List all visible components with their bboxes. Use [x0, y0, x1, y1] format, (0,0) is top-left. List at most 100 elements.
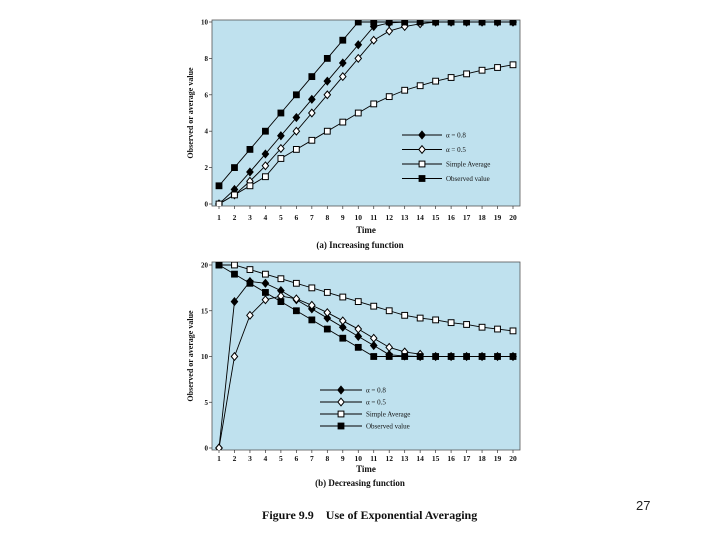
x-tick-label: 7	[310, 454, 314, 463]
x-tick-label: 17	[463, 213, 471, 222]
x-tick-label: 2	[233, 454, 237, 463]
y-tick-label: 10	[201, 353, 209, 361]
data-point	[370, 353, 378, 360]
x-tick-label: 6	[294, 454, 298, 463]
data-point	[478, 66, 486, 74]
data-point	[370, 100, 378, 108]
x-tick-label: 15	[432, 454, 440, 463]
data-point	[308, 73, 316, 80]
data-point	[354, 20, 362, 26]
data-point	[354, 109, 362, 117]
data-point	[339, 36, 347, 44]
data-point	[246, 279, 254, 287]
data-point	[354, 53, 363, 63]
x-tick-label: 5	[279, 213, 283, 222]
x-tick-label: 3	[248, 454, 252, 463]
page-number: 27	[636, 498, 651, 513]
data-point	[246, 266, 254, 273]
data-point	[369, 35, 378, 45]
data-point	[385, 26, 394, 36]
data-point	[308, 284, 316, 292]
data-point	[308, 316, 316, 324]
data-point	[323, 313, 332, 323]
x-tick-label: 14	[416, 213, 424, 222]
data-point	[478, 323, 486, 331]
data-point	[246, 310, 254, 320]
data-point	[494, 325, 501, 333]
data-point	[509, 327, 517, 335]
data-point	[354, 298, 362, 306]
data-point	[338, 72, 347, 82]
x-axis-label: Time	[356, 225, 376, 235]
data-point	[416, 20, 424, 26]
legend-marker	[418, 175, 426, 182]
legend-marker	[418, 144, 426, 155]
data-point	[323, 90, 332, 100]
figure-label: Figure 9.9	[262, 508, 314, 522]
x-tick-label: 11	[370, 213, 377, 222]
data-point	[494, 353, 501, 360]
legend-label: Observed value	[446, 175, 490, 183]
data-point	[385, 342, 394, 352]
x-tick-label: 14	[416, 454, 424, 463]
data-point	[447, 20, 455, 26]
data-point	[369, 333, 378, 343]
legend-label: α = 0.8	[366, 387, 386, 395]
x-tick-label: 9	[341, 454, 345, 463]
data-point	[292, 112, 301, 123]
x-tick-label: 12	[385, 213, 393, 222]
data-point	[494, 20, 501, 26]
y-tick-label: 15	[201, 307, 209, 315]
data-point	[385, 353, 393, 360]
data-point	[339, 118, 347, 126]
data-point	[277, 131, 285, 141]
x-tick-label: 10	[355, 213, 363, 222]
data-point	[401, 311, 409, 319]
data-point	[339, 293, 347, 301]
legend-label: Simple Average	[446, 161, 490, 169]
data-point	[370, 20, 378, 26]
x-tick-label: 17	[463, 454, 471, 463]
data-point	[401, 353, 409, 360]
data-point	[246, 182, 254, 190]
data-point	[277, 155, 285, 162]
data-point	[338, 316, 347, 326]
data-point	[401, 86, 409, 94]
y-axis-label: Observed or average value	[186, 67, 195, 159]
data-point	[323, 308, 332, 318]
x-axis-label: Time	[356, 464, 376, 474]
series-group	[215, 262, 517, 450]
data-point	[231, 191, 238, 199]
data-point	[277, 143, 285, 154]
data-point	[354, 40, 363, 50]
data-point	[308, 136, 316, 144]
legend-marker	[418, 160, 426, 168]
y-tick-label: 4	[205, 128, 209, 136]
legend-marker	[337, 422, 345, 430]
x-tick-label: 16	[447, 454, 455, 463]
x-tick-label: 19	[494, 213, 502, 222]
data-point	[230, 351, 239, 362]
x-tick-label: 12	[385, 454, 393, 463]
data-point	[323, 76, 332, 86]
data-point	[215, 443, 223, 450]
data-point	[292, 307, 300, 315]
data-point	[478, 353, 486, 360]
x-tick-label: 2	[233, 213, 237, 222]
x-tick-label: 13	[401, 454, 409, 463]
data-point	[292, 146, 300, 153]
data-point	[463, 353, 470, 360]
data-point	[292, 91, 300, 99]
y-tick-label: 20	[201, 262, 209, 270]
data-point	[369, 340, 378, 351]
data-point	[230, 297, 239, 307]
data-point	[447, 353, 455, 360]
data-point	[354, 343, 362, 351]
data-point	[416, 314, 424, 322]
figure-title: Use of Exponential Averaging	[325, 508, 478, 522]
data-point	[478, 20, 486, 26]
y-axis-label: Observed or average value	[186, 310, 195, 402]
data-point	[339, 334, 347, 342]
data-point	[338, 322, 347, 332]
